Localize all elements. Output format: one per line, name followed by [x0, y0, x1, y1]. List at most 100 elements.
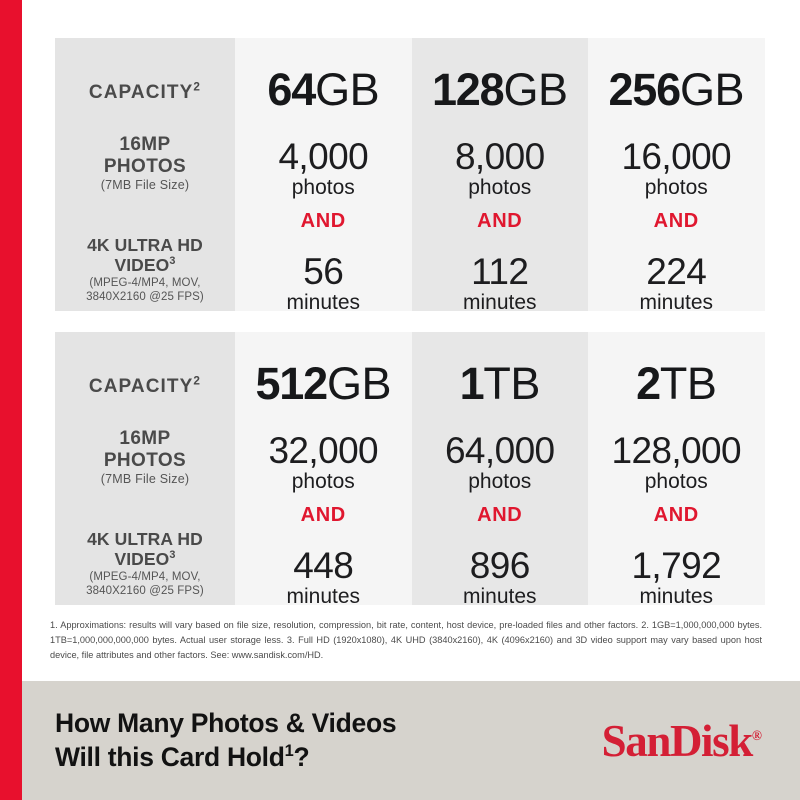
label-video-sub-line2: 3840X2160 @25 FPS): [86, 585, 204, 598]
and-separator: AND: [300, 504, 346, 527]
label-video: 4K ULTRA HD VIDEO3 (MPEG-4/MP4, MOV, 384…: [55, 528, 235, 599]
brand-red-sidebar: [0, 0, 22, 800]
row-label-column: CAPACITY2 16MP PHOTOS (7MB File Size) 4K…: [55, 38, 235, 311]
and-separator: AND: [653, 210, 699, 233]
photos-value: 8,000: [454, 136, 545, 177]
capacity-number: 64: [267, 64, 316, 115]
label-video-line2: VIDEO3: [61, 548, 229, 570]
registered-trademark-icon: ®: [751, 727, 762, 743]
photos-value: 16,000: [621, 136, 732, 177]
capacity-column-256gb: 256GB 16,000 photos AND 224 minutes: [588, 38, 765, 315]
minutes-value: 1,792: [631, 545, 722, 587]
label-video-line2-text: VIDEO: [114, 548, 170, 569]
label-photos-sub: (7MB File Size): [100, 472, 190, 487]
capacity-heading: 64GB: [267, 64, 379, 116]
capacity-unit: GB: [503, 64, 568, 115]
capacity-heading: 256GB: [608, 64, 744, 116]
label-photos-line2: PHOTOS: [103, 155, 187, 177]
capacity-column-2tb: 2TB 128,000 photos AND 1,792 minutes: [588, 332, 765, 609]
and-separator: AND: [653, 504, 699, 527]
label-photos-line1: 16MP: [119, 428, 171, 449]
label-video-footnote-marker: 3: [169, 254, 176, 267]
sandisk-logo: SanDisk®: [602, 715, 762, 767]
label-video-sub: (MPEG-4/MP4, MOV, 3840X2160 @25 FPS): [61, 570, 229, 598]
capacity-column-1tb: 1TB 64,000 photos AND 896 minutes: [411, 332, 588, 609]
capacity-unit: TB: [659, 358, 717, 409]
minutes-value: 448: [293, 545, 354, 587]
label-capacity: CAPACITY2: [55, 374, 235, 398]
capacity-heading: 512GB: [255, 358, 391, 410]
photos-value: 32,000: [268, 430, 379, 471]
minutes-unit-label: minutes: [462, 585, 537, 609]
label-video-line2-text: VIDEO: [114, 254, 170, 275]
capacity-number: 128: [431, 64, 505, 115]
capacity-unit: GB: [679, 64, 745, 115]
label-photos-line1: 16MP: [119, 134, 171, 155]
label-capacity-text: CAPACITY: [88, 82, 194, 103]
label-capacity-text: CAPACITY: [88, 376, 194, 397]
photos-value: 4,000: [278, 136, 369, 177]
label-capacity: CAPACITY2: [55, 80, 235, 104]
minutes-value: 112: [471, 251, 529, 293]
label-capacity-footnote-marker: 2: [193, 80, 202, 94]
banner-headline: How Many Photos & Videos Will this Card …: [55, 707, 602, 774]
capacity-table-2: CAPACITY2 16MP PHOTOS (7MB File Size) 4K…: [55, 332, 765, 609]
capacity-column-128gb: 128GB 8,000 photos AND 112 minutes: [411, 38, 588, 315]
capacity-unit: GB: [315, 64, 380, 115]
and-separator: AND: [300, 210, 346, 233]
label-capacity-footnote-marker: 2: [193, 374, 202, 388]
label-video-sub: (MPEG-4/MP4, MOV, 3840X2160 @25 FPS): [61, 276, 229, 304]
label-video-sub-line2: 3840X2160 @25 FPS): [86, 291, 204, 304]
label-video-line1: 4K ULTRA HD: [87, 528, 203, 549]
capacity-heading: 128GB: [432, 64, 568, 116]
label-video-footnote-marker: 3: [169, 548, 176, 561]
label-photos-sub: (7MB File Size): [100, 178, 190, 193]
minutes-unit-label: minutes: [639, 585, 714, 609]
capacity-column-64gb: 64GB 4,000 photos AND 56 minutes: [235, 38, 412, 315]
photos-unit-label: photos: [291, 176, 355, 199]
row-label-column: CAPACITY2 16MP PHOTOS (7MB File Size) 4K…: [55, 332, 235, 605]
label-photos: 16MP PHOTOS (7MB File Size): [55, 134, 235, 193]
banner-headline-line2: Will this Card Hold1?: [55, 741, 602, 774]
and-separator: AND: [477, 504, 523, 527]
minutes-unit-label: minutes: [286, 291, 361, 315]
photos-unit-label: photos: [468, 176, 532, 199]
photos-unit-label: photos: [291, 470, 355, 493]
label-video: 4K ULTRA HD VIDEO3 (MPEG-4/MP4, MOV, 384…: [55, 234, 235, 305]
photos-unit-label: photos: [468, 470, 532, 493]
banner-headline-line1: How Many Photos & Videos: [55, 708, 397, 739]
capacity-number: 256: [608, 64, 681, 115]
photos-unit-label: photos: [644, 470, 708, 493]
capacity-column-512gb: 512GB 32,000 photos AND 448 minutes: [235, 332, 412, 609]
capacity-heading: 2TB: [636, 358, 717, 410]
label-video-sub-line1: (MPEG-4/MP4, MOV,: [89, 571, 201, 584]
label-photos-line2: PHOTOS: [103, 449, 187, 471]
banner-headline-question-mark: ?: [293, 741, 310, 772]
label-photos: 16MP PHOTOS (7MB File Size): [55, 428, 235, 487]
photos-value: 64,000: [444, 430, 555, 471]
minutes-value: 896: [469, 545, 531, 587]
and-separator: AND: [477, 210, 523, 233]
capacity-heading: 1TB: [459, 358, 541, 410]
minutes-unit-label: minutes: [286, 585, 361, 609]
label-video-line1: 4K ULTRA HD: [87, 234, 203, 255]
minutes-value: 224: [646, 251, 707, 293]
footnotes-text: 1. Approximations: results will vary bas…: [50, 620, 762, 661]
label-video-line2: VIDEO3: [61, 254, 229, 276]
photos-unit-label: photos: [644, 176, 708, 199]
sandisk-logo-text: SanDisk: [601, 715, 754, 766]
capacity-number: 512: [255, 358, 328, 409]
banner-headline-line2-text: Will this Card Hold: [55, 741, 285, 772]
minutes-unit-label: minutes: [462, 291, 537, 315]
minutes-unit-label: minutes: [639, 291, 714, 315]
photos-value: 128,000: [611, 430, 742, 471]
capacity-unit: TB: [483, 358, 540, 409]
capacity-unit: GB: [326, 358, 392, 409]
capacity-number: 1: [459, 358, 485, 409]
capacity-table-1: CAPACITY2 16MP PHOTOS (7MB File Size) 4K…: [55, 38, 765, 315]
capacity-number: 2: [636, 358, 661, 409]
banner-headline-footnote-marker: 1: [284, 741, 294, 760]
minutes-value: 56: [303, 251, 344, 293]
bottom-banner: How Many Photos & Videos Will this Card …: [22, 681, 800, 800]
label-video-sub-line1: (MPEG-4/MP4, MOV,: [89, 277, 201, 290]
